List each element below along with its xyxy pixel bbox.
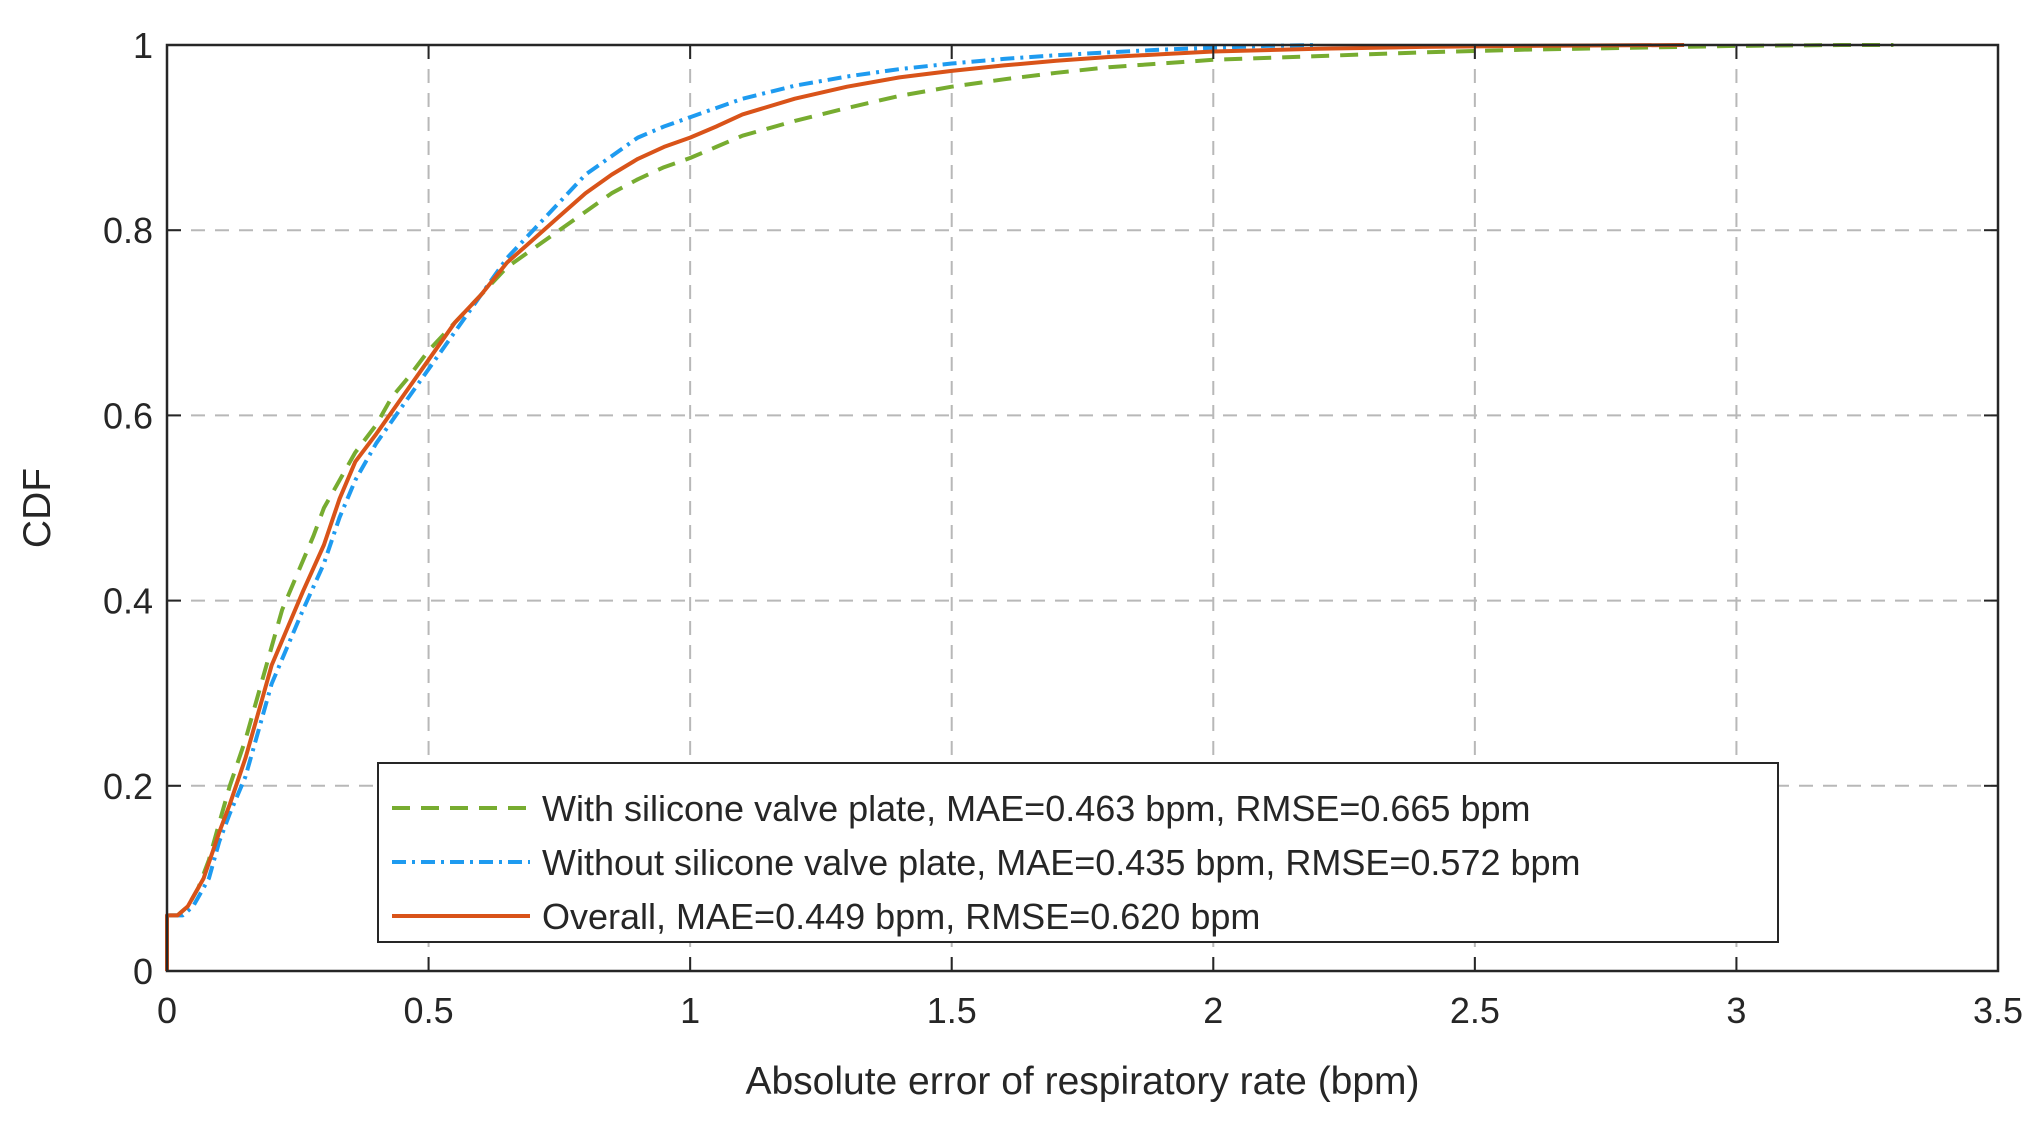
legend-item-1[interactable]: Without silicone valve plate, MAE=0.435 … [392, 842, 1581, 883]
x-tick-label-2: 1 [680, 990, 700, 1031]
legend-label-1: Without silicone valve plate, MAE=0.435 … [542, 842, 1581, 883]
legend-items: With silicone valve plate, MAE=0.463 bpm… [392, 788, 1581, 937]
legend-label-2: Overall, MAE=0.449 bpm, RMSE=0.620 bpm [542, 896, 1260, 937]
y-tick-label-0: 0 [133, 951, 153, 992]
y-tick-label-5: 1 [133, 25, 153, 66]
x-tick-label-5: 2.5 [1450, 990, 1500, 1031]
x-tick-label-3: 1.5 [927, 990, 977, 1031]
y-axis-label: CDF [16, 468, 59, 548]
y-tick-label-1: 0.2 [103, 766, 153, 807]
series-layer [165, 43, 1894, 971]
legend-label-0: With silicone valve plate, MAE=0.463 bpm… [542, 788, 1531, 829]
legend-item-2[interactable]: Overall, MAE=0.449 bpm, RMSE=0.620 bpm [392, 896, 1260, 937]
legend-item-0[interactable]: With silicone valve plate, MAE=0.463 bpm… [392, 788, 1531, 829]
x-tick-label-1: 0.5 [404, 990, 454, 1031]
x-tick-label-0: 0 [157, 990, 177, 1031]
axes-box [165, 43, 2000, 973]
y-tick-label-4: 0.8 [103, 210, 153, 251]
legend-box [377, 762, 1779, 943]
y-tick-label-3: 0.6 [103, 395, 153, 436]
x-axis-label: Absolute error of respiratory rate (bpm) [745, 1060, 1419, 1103]
y-tick-label-2: 0.4 [103, 581, 153, 622]
series-line-2 [165, 43, 1685, 971]
tick-layer: 0 0.5 1 1.5 2 2.5 3 3.5 0 0.2 0.4 0.6 0.8 1 [103, 25, 2023, 1031]
legend[interactable]: With silicone valve plate, MAE=0.463 bpm… [377, 762, 1779, 943]
x-tick-label-7: 3.5 [1973, 990, 2023, 1031]
x-tick-label-4: 2 [1203, 990, 1223, 1031]
series-line-1 [165, 43, 1318, 971]
x-tick-label-6: 3 [1726, 990, 1746, 1031]
